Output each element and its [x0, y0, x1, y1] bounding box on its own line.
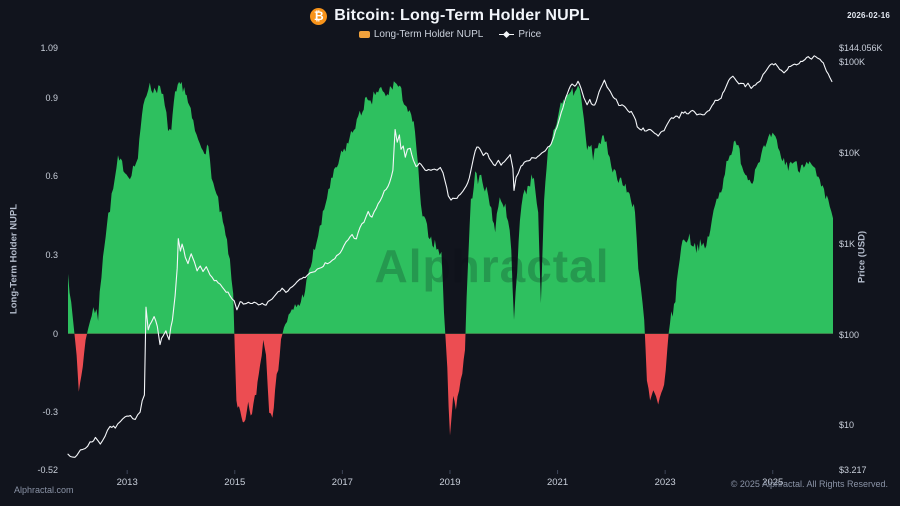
left-axis-tick-label: -0.3	[42, 407, 58, 418]
left-axis-tick-label: 0	[52, 328, 58, 339]
legend: Long-Term Holder NUPL Price	[0, 29, 900, 40]
left-axis-tick-label: 0.9	[45, 92, 58, 103]
right-axis-tick-label: $10K	[839, 148, 861, 159]
bitcoin-icon: ₿	[310, 7, 328, 25]
nupl-area-swatch-icon	[358, 31, 370, 38]
right-axis-tick-label: $1K	[839, 238, 856, 249]
chart-header: ₿ Bitcoin: Long-Term Holder NUPL	[0, 7, 900, 25]
x-axis-tick-label: 2023	[654, 477, 676, 488]
right-axis-tick-label: $3.217	[839, 465, 867, 475]
watermark: Alphractal	[374, 240, 610, 292]
legend-price-label: Price	[518, 29, 542, 40]
x-axis-tick-label: 2013	[116, 477, 138, 488]
right-axis-tick-label: $10	[839, 420, 855, 431]
left-axis-title: Long-Term Holder NUPL	[8, 203, 20, 315]
x-axis-tick-label: 2017	[331, 477, 353, 488]
footer-copyright: © 2025 Alphractal. All Rights Reserved.	[730, 479, 888, 489]
right-axis-tick-label: $144.056K	[839, 43, 883, 53]
right-axis-tick-label: $100	[839, 329, 860, 340]
left-axis-tick-label: 1.09	[40, 43, 58, 53]
x-axis-tick-label: 2015	[224, 477, 246, 488]
price-line	[67, 55, 833, 458]
right-axis-title: Price (USD)	[856, 230, 868, 284]
x-axis-tick-label: 2021	[546, 477, 569, 488]
x-axis-tick-label: 2019	[439, 477, 461, 488]
price-line-swatch-icon	[499, 30, 515, 39]
left-axis-tick-label: -0.52	[37, 465, 58, 475]
page-title: Bitcoin: Long-Term Holder NUPL	[334, 7, 590, 24]
legend-nupl-label: Long-Term Holder NUPL	[373, 29, 484, 40]
left-axis-tick-label: 0.3	[45, 250, 58, 261]
date-stamp: 2026-02-16	[847, 11, 890, 20]
nupl-area-positive	[68, 81, 833, 334]
right-axis-tick-label: $100K	[839, 57, 866, 68]
footer-site-text: Alphractal.com	[14, 485, 74, 495]
left-axis-tick-label: 0.6	[45, 171, 58, 182]
legend-item-price[interactable]: Price	[499, 29, 541, 40]
legend-item-nupl[interactable]: Long-Term Holder NUPL	[358, 29, 484, 40]
x-axis-tick-label: 2025	[762, 477, 784, 488]
